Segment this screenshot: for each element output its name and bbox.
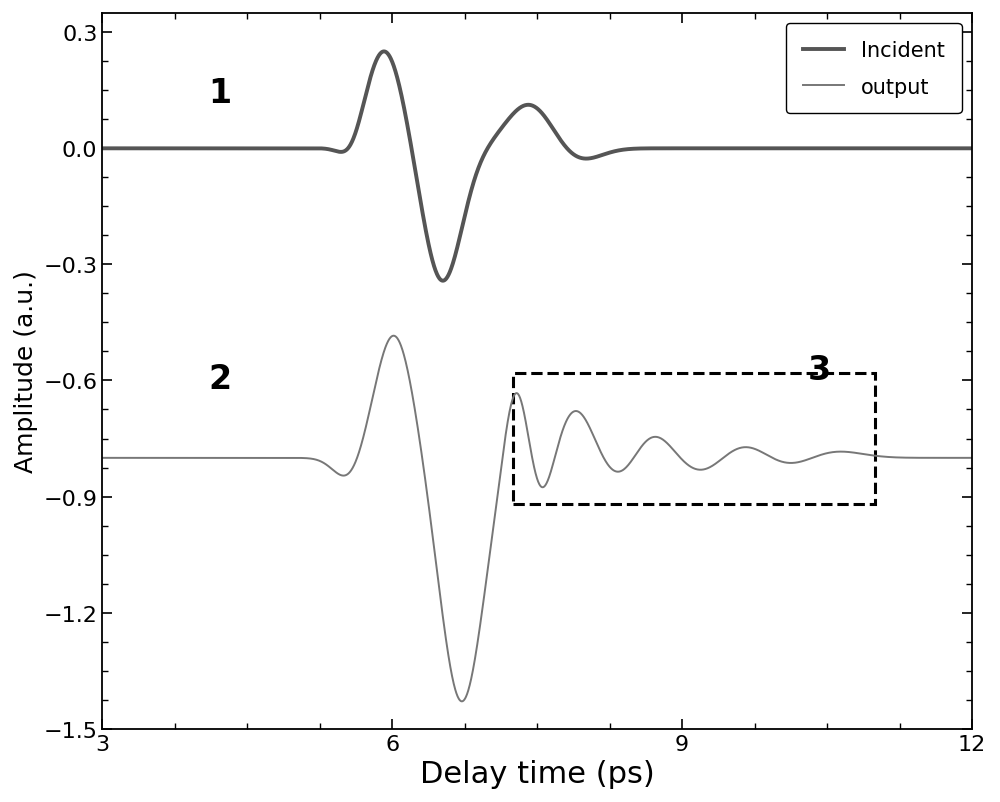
Incident (96, 144, 108, 154)
Text: 1: 1 (209, 77, 232, 110)
output (195, 453, 207, 463)
output (949, 453, 961, 463)
Incident (430, 268, 442, 277)
Incident (247, 144, 259, 154)
Text: 3: 3 (808, 353, 831, 386)
output (430, 559, 442, 569)
Line: Incident: Incident (102, 52, 972, 282)
Text: 2: 2 (209, 363, 232, 395)
output (388, 331, 400, 341)
Bar (513, 373, 875, 504)
Legend: Incident, output: Incident, output (786, 24, 962, 114)
Incident (468, 176, 480, 186)
Incident (949, 144, 961, 154)
output (966, 453, 978, 463)
Line: output: output (102, 336, 972, 702)
Incident (195, 144, 207, 154)
output (247, 453, 259, 463)
output (468, 659, 480, 669)
output (456, 697, 468, 707)
Incident (378, 47, 390, 57)
output (96, 453, 108, 463)
Incident (856, 144, 868, 154)
Incident (437, 277, 449, 286)
output (856, 449, 868, 459)
X-axis label: Delay time (ps): Delay time (ps) (420, 759, 655, 788)
Y-axis label: Amplitude (a.u.): Amplitude (a.u.) (14, 270, 38, 472)
Incident (966, 144, 978, 154)
